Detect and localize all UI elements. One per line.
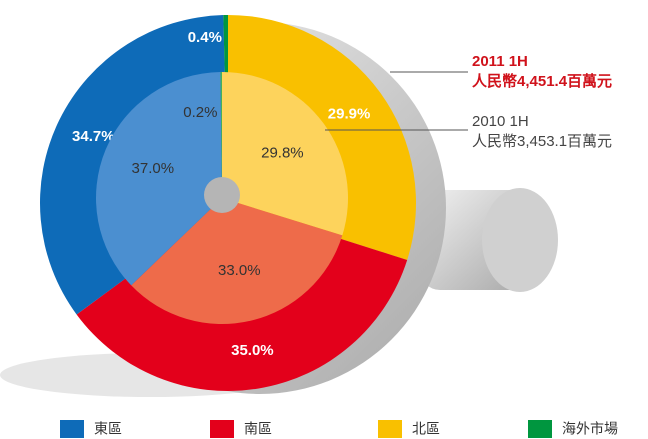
data-label: 29.8% [261,145,304,162]
hub [204,177,240,213]
ring-name: 2010 1H [472,113,529,130]
legend-label: 東區 [94,421,122,437]
data-label: 34.7% [72,128,115,145]
ring-name: 2011 1H [472,53,528,70]
legend-label: 南區 [244,421,272,437]
legend-swatch [528,420,552,438]
data-label: 37.0% [132,160,175,177]
pie-slice [222,72,348,236]
legend-swatch [210,420,234,438]
data-label: 0.4% [188,29,222,46]
data-label: 0.2% [183,104,217,121]
pie-slice [96,72,222,286]
pie-slice [131,198,343,325]
ring-annotation: 人民幣3,453.1百萬元 [472,133,612,150]
legend-label: 北區 [412,421,440,437]
pie-slice [220,72,222,198]
data-label: 33.0% [218,262,261,279]
data-label: 29.9% [328,105,371,122]
legend-swatch [378,420,402,438]
axle-end [482,188,558,292]
data-label: 35.0% [231,342,274,359]
legend-swatch [60,420,84,438]
legend-label: 海外市場 [562,421,618,437]
ring-annotation: 人民幣4,451.4百萬元 [472,72,612,90]
